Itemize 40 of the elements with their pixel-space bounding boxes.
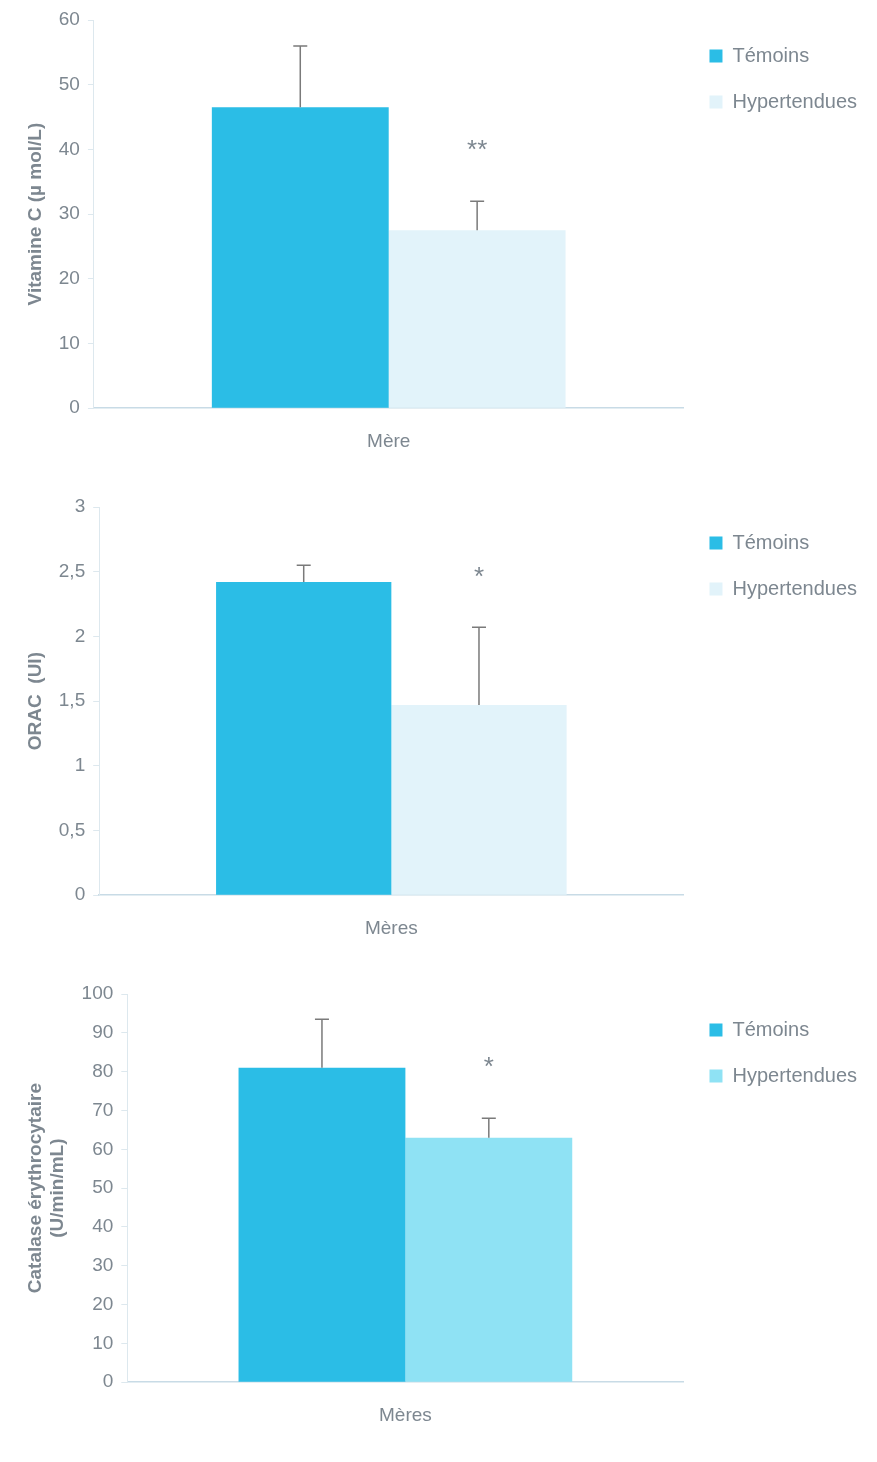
y-tick-label: 80 bbox=[92, 1059, 114, 1081]
y-axis-title: ORAC (UI) bbox=[23, 652, 45, 751]
y-axis-title: Vitamine C (µ mol/L) bbox=[23, 122, 45, 306]
annotation: ** bbox=[467, 134, 488, 165]
y-tick-label: 1 bbox=[74, 754, 86, 776]
y-tick-label: 20 bbox=[58, 267, 80, 289]
y-tick-label: 100 bbox=[81, 982, 114, 1004]
y-tick-label: 0 bbox=[102, 1370, 114, 1392]
legend-label: Hypertendues bbox=[732, 89, 858, 112]
y-tick-label: 3 bbox=[74, 495, 86, 517]
legend-label: Témoins bbox=[732, 1017, 810, 1040]
legend-label: Témoins bbox=[732, 530, 810, 553]
y-tick-label: 20 bbox=[92, 1292, 114, 1314]
y-tick-label: 10 bbox=[58, 331, 80, 353]
y-tick-label: 2 bbox=[74, 624, 86, 646]
y-tick-label: 30 bbox=[92, 1253, 114, 1275]
y-tick-label: 0 bbox=[69, 396, 80, 418]
x-tick-label: Mère bbox=[367, 429, 411, 451]
y-tick-label: 90 bbox=[92, 1021, 114, 1043]
y-tick-label: 1,5 bbox=[58, 689, 86, 711]
legend-label: Témoins bbox=[732, 43, 810, 66]
legend-label: Hypertendues bbox=[732, 1063, 858, 1086]
y-tick-label: 0 bbox=[74, 883, 86, 905]
y-tick-label: 70 bbox=[92, 1098, 114, 1120]
y-tick-label: 10 bbox=[92, 1331, 114, 1353]
y-axis-title: Catalase érythrocytaire (U/min/mL) bbox=[23, 1083, 68, 1294]
annotation: * bbox=[473, 560, 485, 591]
y-tick-label: 60 bbox=[92, 1137, 114, 1159]
y-tick-label: 30 bbox=[58, 202, 80, 224]
y-tick-label: 2,5 bbox=[58, 559, 86, 581]
x-tick-label: Mères bbox=[364, 916, 418, 938]
y-tick-label: 50 bbox=[92, 1176, 114, 1198]
annotation: * bbox=[483, 1051, 494, 1082]
y-tick-label: 0,5 bbox=[58, 818, 86, 840]
y-tick-label: 60 bbox=[58, 8, 80, 30]
x-tick-label: Mères bbox=[378, 1403, 432, 1425]
legend-label: Hypertendues bbox=[732, 576, 858, 599]
y-tick-label: 50 bbox=[58, 72, 80, 94]
y-tick-label: 40 bbox=[58, 137, 80, 159]
y-tick-label: 40 bbox=[92, 1215, 114, 1237]
